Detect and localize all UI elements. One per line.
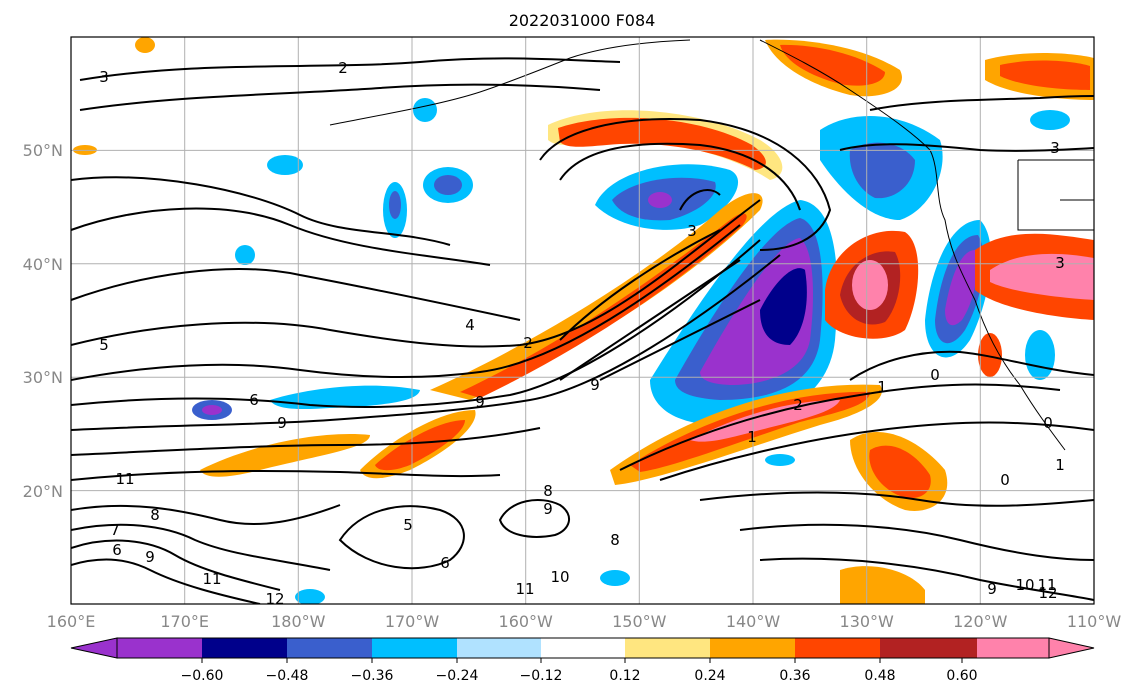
contour-label: 0 [1000, 471, 1010, 489]
contour-label: 11 [1037, 576, 1056, 594]
contour-label: 2 [793, 396, 803, 414]
contour-label: 9 [475, 393, 485, 411]
contour-label: 9 [277, 414, 287, 432]
colorbar-low-extension [70, 637, 118, 659]
contour-label: 11 [202, 570, 221, 588]
lat-tick-label: 40°N [23, 255, 63, 274]
contour-label: 6 [440, 554, 450, 572]
colorbar-label: −0.36 [351, 668, 394, 684]
lat-tick-label: 20°N [23, 482, 63, 501]
colorbar-label: −0.12 [520, 668, 563, 684]
lon-tick-label: 150°W [612, 612, 667, 631]
contour-label: 9 [145, 548, 155, 566]
colorbar-frame [116, 637, 1050, 659]
map-content: 2 3 4 2 9 6 9 11 8 7 6 9 11 12 5 6 8 9 8… [71, 37, 1094, 608]
contour-label: 0 [930, 366, 940, 384]
colorbar-bin [287, 638, 372, 658]
colorbar-label: 0.24 [694, 668, 725, 684]
contour-label: 12 [265, 590, 284, 608]
contour-label: 12 [1038, 584, 1057, 602]
contour-label: 3 [1055, 254, 1065, 272]
lon-tick-label: 120°W [953, 612, 1008, 631]
colorbar-label: 0.36 [779, 668, 810, 684]
lat-tick-label: 30°N [23, 368, 63, 387]
colorbar-bin [795, 638, 880, 658]
contour-label: 9 [590, 376, 600, 394]
contour-label: 5 [99, 336, 109, 354]
colorbar-bin [710, 638, 795, 658]
contour-label: 11 [115, 470, 134, 488]
coastlines [329, 39, 1094, 451]
colorbar-bin [880, 638, 977, 658]
contour-label: 3 [687, 222, 697, 240]
contour-label: 8 [150, 506, 160, 524]
lon-tick-label: 170°W [385, 612, 440, 631]
colorbar-bin [202, 638, 287, 658]
lon-tick-label: 160°E [47, 612, 96, 631]
lat-tick-label: 50°N [23, 141, 63, 160]
lon-tick-label: 130°W [840, 612, 895, 631]
colorbar-label: 0.12 [609, 668, 640, 684]
colorbar-ticks [201, 658, 963, 663]
colorbar: −0.60 −0.48 −0.36 −0.24 −0.12 0.12 0.24 … [70, 637, 1095, 684]
contour-label: 9 [543, 500, 553, 518]
contour-label: 3 [99, 68, 109, 86]
latitude-labels: 50°N 40°N 30°N 20°N [23, 141, 63, 501]
colorbar-high-extension [1048, 637, 1095, 659]
colorbar-bin [117, 638, 202, 658]
contour-label: 1 [747, 428, 757, 446]
contour-label: 0 [1043, 414, 1053, 432]
contour-label: 3 [1050, 139, 1060, 157]
colorbar-bin [625, 638, 710, 658]
contour-label: 7 [110, 521, 120, 539]
colorbar-bin [541, 638, 625, 658]
map-title: 2022031000 F084 [509, 11, 656, 30]
contour-label: 6 [249, 391, 259, 409]
contour-label: 1 [1055, 456, 1065, 474]
contour-label: 9 [987, 580, 997, 598]
lon-tick-label: 160°W [499, 612, 554, 631]
contour-label: 6 [112, 541, 122, 559]
colorbar-bin [977, 638, 1049, 658]
longitude-labels: 160°E 170°E 180°W 170°W 160°W 150°W 140°… [47, 612, 1122, 631]
contour-label: 10 [1015, 576, 1034, 594]
colorbar-bin [457, 638, 541, 658]
colorbar-label: −0.60 [181, 668, 224, 684]
contour-label: 10 [550, 568, 569, 586]
contour-lines [71, 57, 1094, 604]
contour-label: 1 [877, 378, 887, 396]
lon-tick-label: 110°W [1067, 612, 1122, 631]
colorbar-label: −0.48 [266, 668, 309, 684]
contour-label: 8 [610, 531, 620, 549]
lon-tick-label: 170°E [160, 612, 209, 631]
contour-label: 8 [543, 482, 553, 500]
map-frame [70, 36, 1095, 605]
lon-tick-label: 180°W [271, 612, 326, 631]
contour-label: 2 [338, 59, 348, 77]
colorbar-label: 0.60 [946, 668, 977, 684]
contour-labels: 2 3 4 2 9 6 9 11 8 7 6 9 11 12 5 6 8 9 8… [99, 59, 1065, 608]
contour-label: 5 [403, 516, 413, 534]
contour-label: 4 [465, 316, 475, 334]
colorbar-bin [372, 638, 457, 658]
contour-label: 2 [523, 334, 533, 352]
lat-lon-grid [71, 37, 1094, 604]
contour-label: 11 [515, 580, 534, 598]
colorbar-label: −0.24 [436, 668, 479, 684]
colorbar-label: 0.48 [864, 668, 895, 684]
lon-tick-label: 140°W [726, 612, 781, 631]
